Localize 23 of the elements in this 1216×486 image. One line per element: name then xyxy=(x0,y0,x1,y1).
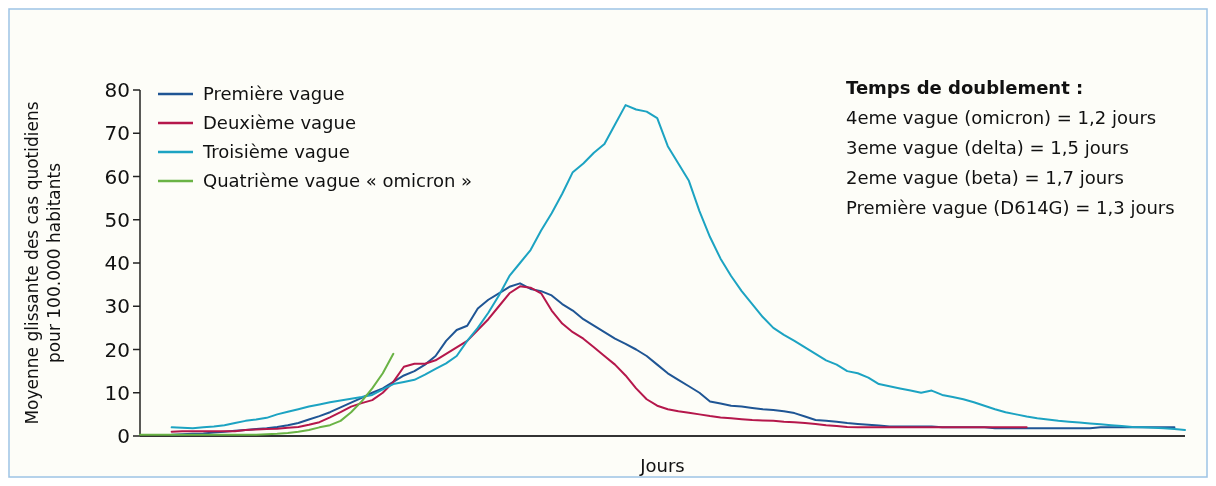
y-tick-label: 10 xyxy=(104,380,130,405)
line-series xyxy=(139,352,395,436)
annotation: 2eme vague (beta) = 1,7 jours xyxy=(846,167,1124,188)
legend-label: Deuxième vague xyxy=(203,112,356,134)
legend-label: Première vague xyxy=(203,83,345,105)
annotation: 3eme vague (delta) = 1,5 jours xyxy=(846,137,1129,158)
annotation: Temps de doublement : xyxy=(846,77,1084,98)
y-tick-label: 20 xyxy=(104,337,130,362)
y-tick-label: 80 xyxy=(104,78,130,102)
line-series xyxy=(170,104,1186,431)
y-tick-label: 40 xyxy=(104,251,130,275)
y-tick-label: 70 xyxy=(104,121,130,146)
legend-label: Troisième vague xyxy=(202,141,350,163)
annotation: 4eme vague (omicron) = 1,2 jours xyxy=(846,107,1157,128)
y-tick-label: 30 xyxy=(104,294,130,319)
y-tick-label: 50 xyxy=(104,207,130,232)
x-axis-title: Jours xyxy=(639,455,685,476)
y-tick-label: 0 xyxy=(117,424,130,448)
y-tick-label: 60 xyxy=(104,164,130,189)
legend-label: Quatrième vague « omicron » xyxy=(203,170,473,192)
y-axis-title: Moyenne glissante des cas quotidiens pour 100.000 habitants xyxy=(22,101,64,425)
annotation: Première vague (D614G) = 1,3 jours xyxy=(846,197,1175,218)
line-series xyxy=(170,285,1028,433)
